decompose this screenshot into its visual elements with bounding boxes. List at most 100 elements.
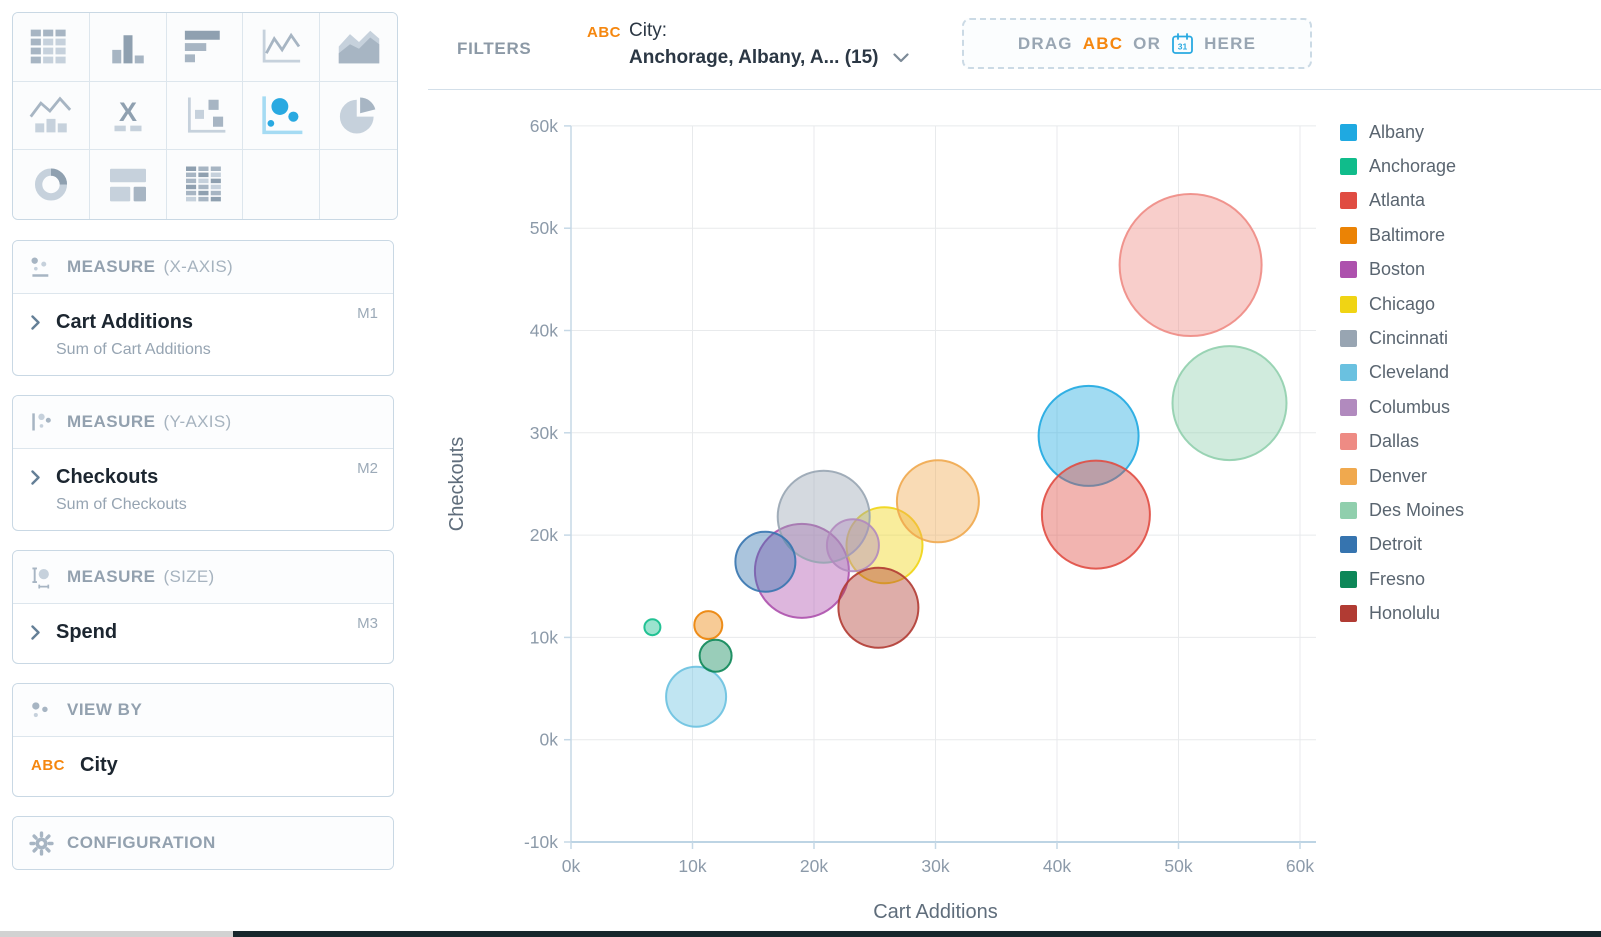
header-separator xyxy=(428,89,1601,90)
legend-item-des-moines[interactable]: Des Moines xyxy=(1340,493,1464,527)
panel-title: MEASURE xyxy=(67,412,156,431)
panel-title: MEASURE xyxy=(67,567,156,586)
legend-label: Baltimore xyxy=(1369,224,1446,245)
bubble-honolulu[interactable] xyxy=(837,566,920,649)
legend-swatch xyxy=(1340,158,1357,176)
bubble-denver[interactable] xyxy=(895,459,980,544)
expand-chevron-icon xyxy=(31,315,40,330)
yaxis-measure-icon xyxy=(32,412,51,430)
picker-cell-donut-chart[interactable] xyxy=(13,150,90,219)
filter-value-text: Anchorage, Albany, A... (15) xyxy=(629,47,879,68)
legend-item-cleveland[interactable]: Cleveland xyxy=(1340,356,1464,390)
calendar-day-text: 31 xyxy=(1178,41,1188,51)
bubble-atlanta[interactable] xyxy=(1040,459,1151,570)
svg-text:60k: 60k xyxy=(530,116,558,136)
expand-chevron-icon xyxy=(31,625,40,640)
panel-title: MEASURE xyxy=(67,257,156,276)
legend-swatch xyxy=(1340,226,1357,244)
legend-item-dallas[interactable]: Dallas xyxy=(1340,425,1464,459)
panel-header-measure-x[interactable]: MEASURE (X-AXIS) xyxy=(13,241,393,294)
picker-cell-scatter-plot[interactable] xyxy=(166,81,244,151)
bubble-cleveland[interactable] xyxy=(665,665,728,728)
bottom-edge-gray-bar xyxy=(0,931,233,937)
panel-header-configuration[interactable]: CONFIGURATION xyxy=(13,817,393,869)
bubble-dallas[interactable] xyxy=(1118,193,1263,337)
picker-cell-bubble-chart[interactable] xyxy=(243,81,321,151)
bubble-anchorage[interactable] xyxy=(643,618,662,637)
picker-cell-bar-chart[interactable] xyxy=(89,13,167,82)
panel-header-measure-size[interactable]: MEASURE (SIZE) xyxy=(13,551,393,604)
calendar-icon: 31 xyxy=(1172,32,1193,54)
size-measure-icon xyxy=(32,566,50,589)
legend-item-atlanta[interactable]: Atlanta xyxy=(1340,184,1464,218)
svg-text:50k: 50k xyxy=(530,218,558,238)
picker-cell-area-chart[interactable] xyxy=(320,13,397,82)
legend-item-baltimore[interactable]: Baltimore xyxy=(1340,218,1464,252)
gridlines xyxy=(571,125,1316,842)
panel-header-view-by[interactable]: VIEW BY xyxy=(13,684,393,737)
legend-item-columbus[interactable]: Columbus xyxy=(1340,390,1464,424)
filters-label: FILTERS xyxy=(457,39,532,58)
picker-cell-kpi-trend[interactable] xyxy=(13,81,90,151)
chart-type-picker: X xyxy=(12,12,398,220)
drop-zone-here-text: HERE xyxy=(1204,33,1257,53)
filter-value-dropdown[interactable]: Anchorage, Albany, A... (15) xyxy=(629,47,909,69)
bubble-cincinnati[interactable] xyxy=(776,469,871,564)
bubble-baltimore[interactable] xyxy=(693,610,724,641)
scatter-plot-icon xyxy=(188,97,226,133)
legend-item-detroit[interactable]: Detroit xyxy=(1340,528,1464,562)
picker-cell-pivot-table[interactable] xyxy=(166,150,244,219)
legend-item-denver[interactable]: Denver xyxy=(1340,459,1464,493)
bubble-chart-icon xyxy=(262,96,303,135)
donut-chart-icon xyxy=(34,168,67,201)
panel-item-measure-size[interactable]: Spend M3 xyxy=(13,604,393,663)
legend-label: Dallas xyxy=(1369,431,1420,452)
legend-swatch xyxy=(1340,467,1357,485)
area-chart-icon xyxy=(338,31,379,64)
bubble-des-moines[interactable] xyxy=(1171,345,1288,462)
panel-qualifier: (X-AXIS) xyxy=(163,257,233,276)
legend-swatch xyxy=(1340,433,1357,451)
svg-text:30k: 30k xyxy=(921,856,949,876)
panel-item-view-by[interactable]: ABC City xyxy=(13,737,393,796)
picker-cell-x-bars[interactable]: X xyxy=(89,81,167,151)
picker-cell-table[interactable] xyxy=(13,13,90,82)
legend-item-chicago[interactable]: Chicago xyxy=(1340,287,1464,321)
legend-item-anchorage[interactable]: Anchorage xyxy=(1340,149,1464,183)
legend-label: Anchorage xyxy=(1369,156,1457,177)
bubble-chicago[interactable] xyxy=(845,506,924,585)
svg-text:40k: 40k xyxy=(1043,856,1071,876)
panel-configuration: CONFIGURATION xyxy=(12,816,394,870)
picker-cell-layout[interactable] xyxy=(89,150,167,219)
panel-item-measure-x[interactable]: Cart Additions Sum of Cart Additions M1 xyxy=(13,294,393,375)
legend-label: Fresno xyxy=(1369,568,1426,589)
svg-text:0k: 0k xyxy=(540,730,559,750)
legend-item-albany[interactable]: Albany xyxy=(1340,115,1464,149)
bubble-albany[interactable] xyxy=(1037,384,1140,487)
picker-cell-pie-chart[interactable] xyxy=(320,81,397,151)
legend-item-boston[interactable]: Boston xyxy=(1340,253,1464,287)
bubble-chart: 0k 10k 20k 30k 40k 50k 60k-10k0k10k20k30k40k50… xyxy=(446,116,1316,923)
panel-item-measure-y[interactable]: Checkouts Sum of Checkouts M2 xyxy=(13,449,393,530)
panel-header-measure-y[interactable]: MEASURE (Y-AXIS) xyxy=(13,396,393,449)
bubble-fresno[interactable] xyxy=(698,638,733,673)
legend-swatch xyxy=(1340,570,1357,588)
bubble-columbus[interactable] xyxy=(825,518,880,573)
filter-drop-zone[interactable]: DRAG ABC OR 31 HERE xyxy=(962,18,1312,69)
panel-measure-x: MEASURE (X-AXIS) Cart Additions Sum of Car… xyxy=(12,240,394,376)
picker-cell-empty xyxy=(243,150,321,219)
picker-cell-empty xyxy=(320,150,397,219)
picker-cell-horizontal-bar-chart[interactable] xyxy=(166,13,244,82)
bubble-detroit[interactable] xyxy=(734,530,797,593)
legend-item-fresno[interactable]: Fresno xyxy=(1340,562,1464,596)
picker-cell-line-chart[interactable] xyxy=(243,13,321,82)
legend-item-cincinnati[interactable]: Cincinnati xyxy=(1340,321,1464,355)
legend-label: Boston xyxy=(1369,259,1426,280)
sidebar-panels: MEASURE (X-AXIS) Cart Additions Sum of Car… xyxy=(12,240,394,889)
legend-swatch xyxy=(1340,330,1357,348)
legend-item-honolulu[interactable]: Honolulu xyxy=(1340,596,1464,630)
svg-text:20k: 20k xyxy=(800,856,828,876)
svg-text:50k: 50k xyxy=(1164,856,1192,876)
filter-field-type-abc-badge: ABC xyxy=(587,24,621,41)
